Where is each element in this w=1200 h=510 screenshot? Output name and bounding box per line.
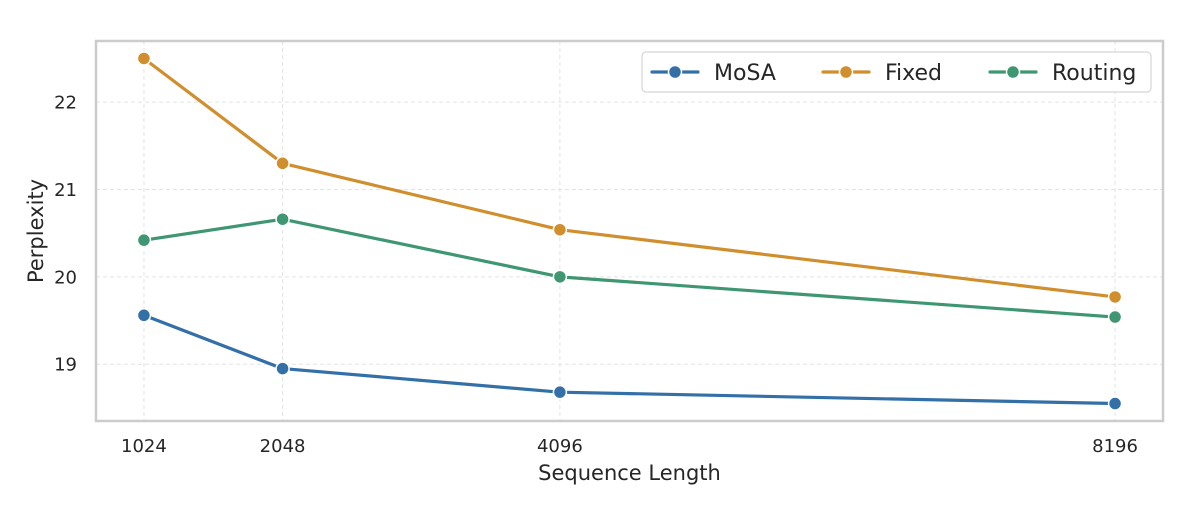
y-tick-label: 19 [54, 355, 77, 376]
series-mosa [136, 308, 1123, 411]
y-tick-label: 21 [54, 180, 77, 201]
legend-marker-swatch [667, 64, 683, 80]
legend-marker-swatch [838, 64, 854, 80]
data-point-mosa [275, 361, 290, 376]
plot-area-frame [94, 39, 1165, 423]
y-axis-label: Perplexity [24, 179, 48, 283]
x-tick-label: 4096 [537, 436, 583, 457]
data-point-mosa [1107, 396, 1123, 411]
data-point-routing [136, 232, 152, 248]
x-tick-label: 2048 [260, 436, 306, 457]
legend-item-fixed: Fixed [821, 61, 942, 86]
data-point-routing [552, 269, 568, 285]
legend-item-routing: Routing [988, 61, 1136, 86]
legend-marker-swatch [1005, 64, 1021, 80]
data-point-fixed [1107, 289, 1123, 305]
series-fixed [136, 51, 1123, 305]
data-point-routing [275, 211, 290, 227]
x-tick-label: 8196 [1092, 436, 1138, 457]
series-line-routing [142, 217, 1117, 319]
legend-item-mosa: MoSA [650, 61, 776, 86]
ticks-layer: 1024 2048 4096 8196 19 20 21 22 [54, 93, 1138, 457]
legend: MoSA Fixed Routing [641, 51, 1152, 93]
legend-box [641, 51, 1152, 93]
grid [96, 41, 1163, 421]
series-line-fixed [142, 56, 1117, 299]
data-point-routing [1107, 309, 1123, 325]
series-line-mosa [142, 313, 1117, 406]
legend-label: Routing [1052, 61, 1136, 86]
series-routing [136, 211, 1123, 325]
x-tick-label: 1024 [121, 436, 167, 457]
data-point-mosa [552, 384, 568, 400]
y-tick-label: 22 [54, 93, 77, 114]
data-point-mosa [136, 308, 152, 323]
series-layer [136, 51, 1123, 411]
legend-label: Fixed [885, 61, 942, 86]
y-tick-label: 20 [54, 267, 77, 288]
data-point-fixed [552, 222, 568, 237]
data-point-fixed [136, 51, 152, 66]
legend-label: MoSA [714, 61, 776, 86]
x-axis-label: Sequence Length [538, 461, 721, 485]
data-point-fixed [275, 156, 290, 171]
